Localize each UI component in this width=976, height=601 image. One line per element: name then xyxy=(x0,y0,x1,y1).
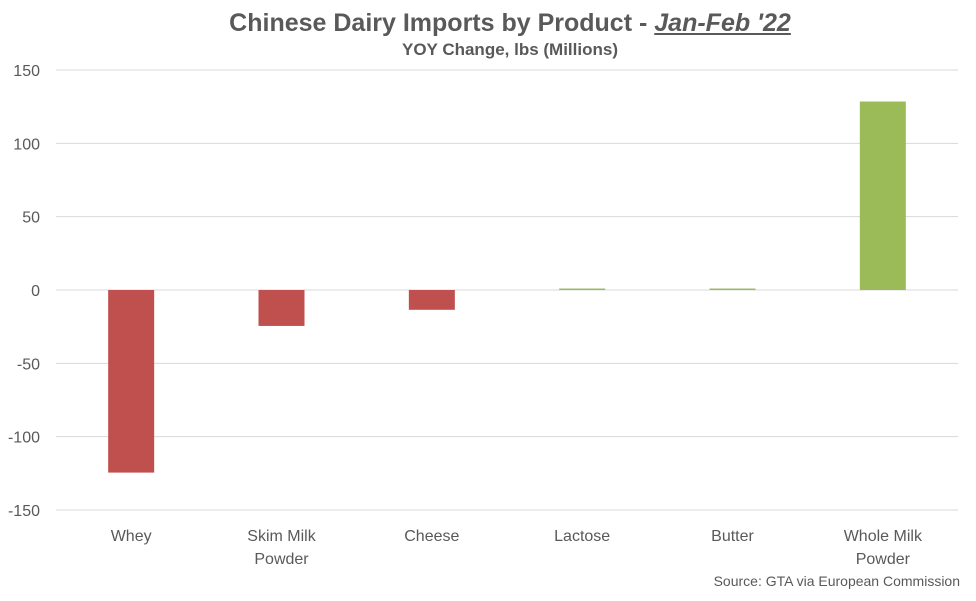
category-label-line: Butter xyxy=(711,528,754,545)
y-tick-label: 100 xyxy=(13,136,40,153)
category-label: Whey xyxy=(111,528,152,545)
bars xyxy=(108,101,906,473)
bar xyxy=(559,288,606,290)
category-label-line: Skim Milk xyxy=(247,528,316,545)
chart-title: Chinese Dairy Imports by Product - Jan-F… xyxy=(0,6,976,40)
bar xyxy=(108,290,155,473)
y-tick-label: -50 xyxy=(17,356,40,373)
category-label: Cheese xyxy=(404,528,459,545)
category-label: Lactose xyxy=(554,528,610,545)
category-labels: Whey Skim Milk Powder Cheese Lactose Butter Wh… xyxy=(111,528,923,568)
y-axis-ticks: 150 100 50 0 -50 -100 -150 xyxy=(8,63,40,520)
chart-subtitle: YOY Change, lbs (Millions) xyxy=(402,40,618,59)
category-label: Butter xyxy=(711,528,754,545)
category-label-line: Whey xyxy=(111,528,152,545)
y-tick-label: 50 xyxy=(22,210,40,227)
y-tick-label: 0 xyxy=(31,283,40,300)
category-label-line: Lactose xyxy=(554,528,610,545)
bar xyxy=(709,288,756,290)
category-label: Skim Milk Powder xyxy=(247,528,316,568)
category-label-line: Whole Milk xyxy=(844,528,923,545)
y-tick-label: -100 xyxy=(8,430,40,447)
chart-title-main: Chinese Dairy Imports by Product - xyxy=(229,9,655,37)
category-label: Whole Milk Powder xyxy=(844,528,923,568)
y-tick-label: 150 xyxy=(13,63,40,80)
source-note: Source: GTA via European Commission xyxy=(713,573,960,589)
gridlines xyxy=(56,69,958,511)
chart-title-block: Chinese Dairy Imports by Product - Jan-F… xyxy=(0,6,976,61)
bar xyxy=(859,101,906,291)
bar xyxy=(408,290,455,310)
y-tick-label: -150 xyxy=(8,503,40,520)
category-label-line: Powder xyxy=(856,551,911,568)
bar xyxy=(258,290,305,326)
category-label-line: Powder xyxy=(254,551,309,568)
category-label-line: Cheese xyxy=(404,528,459,545)
chart-title-period: Jan-Feb '22 xyxy=(654,9,791,37)
